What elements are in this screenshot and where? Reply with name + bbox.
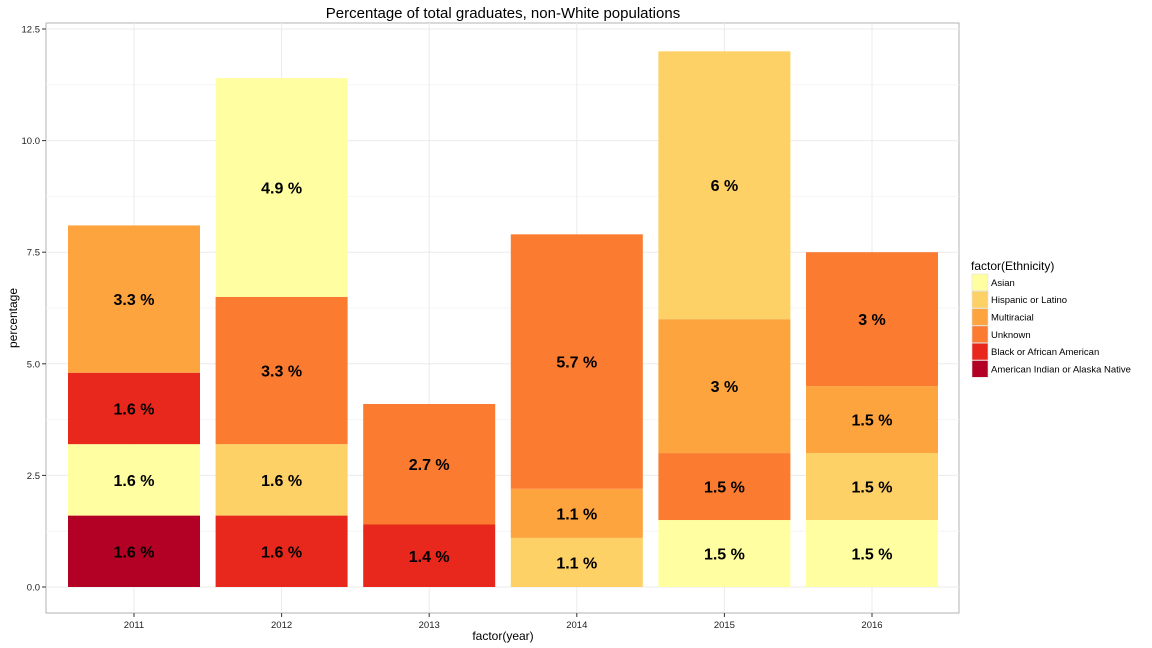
bar-value-label: 5.7 % — [556, 355, 597, 372]
legend-label: Asian — [991, 278, 1015, 289]
legend-label: Hispanic or Latino — [991, 295, 1067, 306]
x-tick-label: 2016 — [861, 620, 882, 631]
bar-segment — [68, 225, 200, 373]
y-tick-label: 10.0 — [22, 136, 41, 147]
legend-key — [971, 273, 989, 292]
bar-value-label: 1.4 % — [409, 549, 450, 566]
y-tick-label: 7.5 — [27, 248, 40, 259]
bar-value-label: 1.5 % — [704, 547, 745, 564]
legend-label: American Indian or Alaska Native — [991, 364, 1131, 375]
bar-segment — [806, 386, 938, 454]
bar-value-label: 1.6 % — [261, 544, 302, 561]
bar-segment — [215, 296, 348, 445]
bar-segment — [806, 453, 938, 521]
bar-value-label: 1.1 % — [556, 506, 597, 523]
y-tick-label: 12.5 — [22, 25, 41, 36]
bar-segment — [215, 78, 348, 297]
bar-value-label: 1.5 % — [852, 413, 893, 430]
legend-label: Multiracial — [991, 312, 1034, 323]
bar-value-label: 1.5 % — [852, 547, 893, 564]
x-tick-label: 2014 — [566, 620, 587, 631]
bar-segment — [215, 515, 348, 587]
bar-segment — [658, 51, 791, 320]
bar-value-label: 2.7 % — [409, 457, 450, 474]
legend-key — [971, 342, 989, 361]
y-axis-title: percentage — [6, 288, 20, 348]
bar-segment — [510, 234, 643, 489]
bar-value-label: 3 % — [711, 379, 739, 396]
bar-value-label: 3 % — [858, 312, 886, 329]
x-tick-label: 2013 — [419, 620, 440, 631]
bar-segment — [68, 372, 200, 445]
bar-segment — [510, 488, 643, 538]
y-axis: 0.0 2.5 5.0 7.5 10.0 12.5 — [22, 25, 46, 594]
bar-value-label: 1.5 % — [704, 480, 745, 497]
y-tick-label: 5.0 — [27, 359, 40, 370]
bar-value-label: 1.6 % — [114, 544, 155, 561]
bar-segment — [363, 403, 496, 525]
bar-value-label: 3.3 % — [114, 292, 155, 309]
x-tick-label: 2011 — [124, 620, 144, 631]
legend-title: factor(Ethnicity) — [971, 259, 1054, 273]
legend-key — [971, 325, 989, 343]
x-tick-label: 2015 — [714, 620, 735, 631]
x-axis: 2011 2012 2013 2014 2015 2016 — [124, 613, 883, 631]
bar-segment — [806, 520, 938, 587]
bar-segment — [215, 444, 348, 516]
legend-key — [971, 290, 989, 309]
bar-value-label: 1.1 % — [556, 555, 597, 572]
bar-labels: 1.6 % 1.6 % 1.4 % 1.6 % 1.5 % 1.5 % 1.6 % 1.1 %… — [114, 178, 893, 572]
bar-value-label: 1.6 % — [261, 473, 302, 490]
bar-value-label: 1.5 % — [852, 480, 893, 497]
chart-title: Percentage of total graduates, non-White… — [326, 5, 680, 22]
legend-label: Unknown — [991, 330, 1031, 341]
bar-value-label: 6 % — [711, 178, 739, 195]
y-tick-label: 2.5 — [27, 471, 40, 482]
bar-segment — [806, 252, 938, 387]
bar-value-label: 1.6 % — [114, 473, 155, 490]
y-tick-label: 0.0 — [27, 583, 40, 594]
bar-segment — [658, 319, 791, 454]
x-axis-title: factor(year) — [472, 629, 533, 643]
bar-segment — [68, 444, 200, 516]
x-tick-label: 2012 — [271, 620, 292, 631]
bar-value-label: 1.6 % — [114, 401, 155, 418]
legend-key — [971, 360, 989, 378]
bar-segment — [510, 537, 643, 587]
legend: factor(Ethnicity) Asian Hispanic or Latin… — [971, 259, 1131, 378]
bar-value-label: 3.3 % — [261, 363, 302, 380]
bars — [68, 51, 938, 587]
bar-segment — [658, 453, 791, 521]
bar-value-label: 4.9 % — [261, 180, 302, 197]
bar-segment — [68, 515, 200, 587]
bar-segment — [363, 524, 496, 587]
legend-key — [971, 308, 989, 326]
bar-segment — [658, 520, 791, 587]
legend-label: Black or African American — [991, 347, 1099, 358]
